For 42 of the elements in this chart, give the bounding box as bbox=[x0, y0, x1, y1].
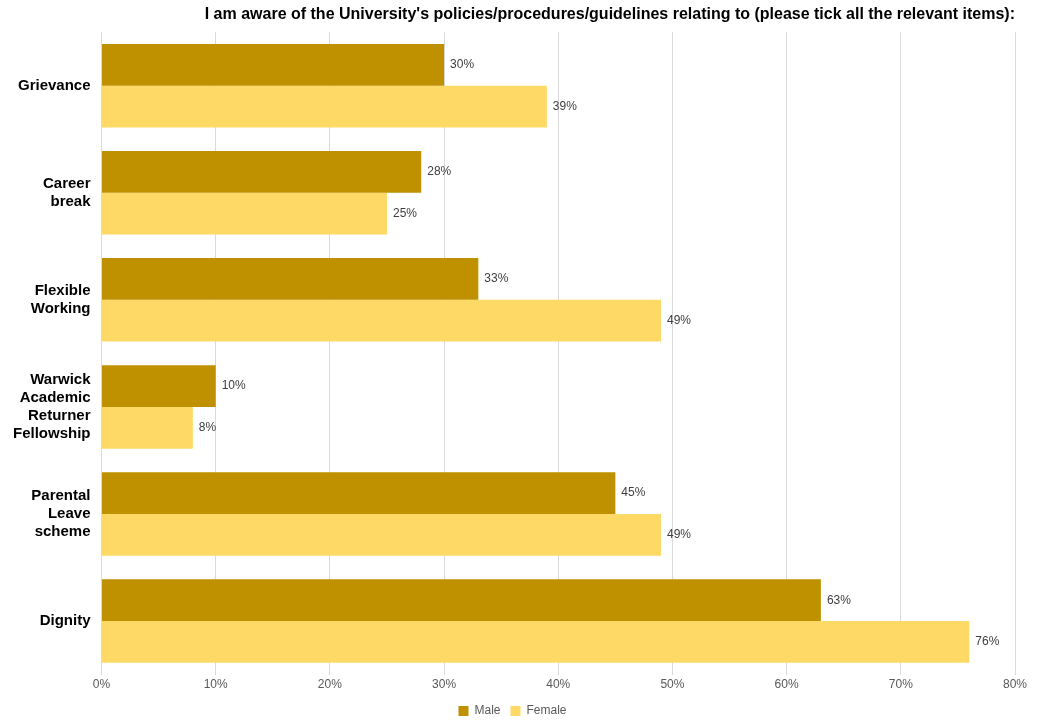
data-label: 33% bbox=[484, 271, 509, 286]
data-label: 25% bbox=[392, 205, 418, 220]
bar bbox=[102, 406, 193, 449]
x-tick-label: 0% bbox=[92, 677, 111, 692]
bar bbox=[102, 514, 662, 556]
bar bbox=[102, 151, 422, 193]
bar bbox=[102, 299, 662, 342]
x-tick-label: 60% bbox=[774, 677, 799, 692]
y-tick-label: Dignity bbox=[39, 611, 92, 629]
data-label: 8% bbox=[198, 420, 217, 435]
data-label: 28% bbox=[427, 164, 452, 179]
chart-title: I am aware of the University's policies/procedures/guidelines relating to (please tick all the relevant items): bbox=[204, 5, 1015, 23]
x-tick-label: 40% bbox=[546, 677, 571, 692]
legend-label: Female bbox=[526, 703, 567, 718]
bar bbox=[102, 621, 970, 663]
y-tick-label: Career break bbox=[42, 173, 92, 209]
legend-label: Male bbox=[474, 703, 501, 718]
data-label: 49% bbox=[667, 527, 692, 542]
bar bbox=[102, 43, 445, 86]
data-label: 10% bbox=[221, 378, 247, 393]
y-tick-label: Grievance bbox=[17, 75, 91, 93]
bar bbox=[102, 579, 821, 622]
data-label: 30% bbox=[450, 57, 475, 72]
x-tick-label: 80% bbox=[1002, 677, 1028, 692]
bar bbox=[102, 365, 216, 407]
data-label: 63% bbox=[826, 592, 852, 607]
x-tick-label: 50% bbox=[660, 677, 685, 692]
x-tick-label: 10% bbox=[203, 677, 229, 692]
y-tick-label: Flexible Working bbox=[30, 281, 91, 317]
data-label: 76% bbox=[975, 634, 1000, 649]
bar bbox=[102, 192, 387, 235]
x-tick-label: 70% bbox=[888, 677, 914, 692]
x-tick-label: 20% bbox=[317, 677, 343, 692]
x-tick-label: 30% bbox=[432, 677, 457, 692]
bar bbox=[102, 85, 547, 128]
data-label: 49% bbox=[667, 313, 692, 328]
bar bbox=[102, 258, 479, 300]
data-label: 39% bbox=[552, 98, 578, 113]
y-tick-label: Parental Leave scheme bbox=[31, 486, 91, 540]
bar bbox=[102, 472, 616, 514]
y-tick-label: Warwick Academic Returner Fellowship bbox=[12, 370, 92, 442]
data-label: 45% bbox=[621, 485, 646, 500]
